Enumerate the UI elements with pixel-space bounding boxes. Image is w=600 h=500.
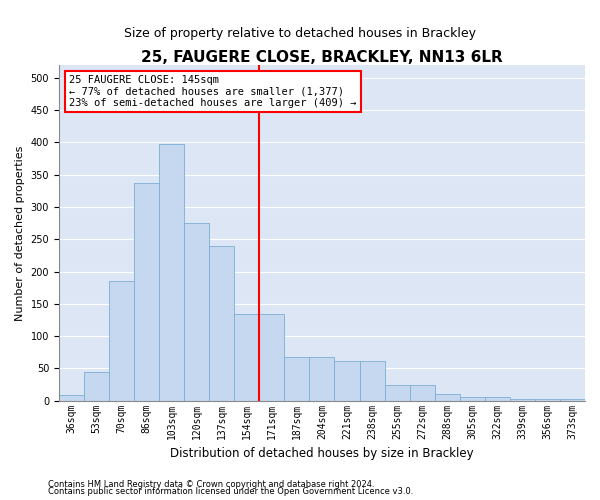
Bar <box>59 396 84 400</box>
Bar <box>485 398 510 400</box>
Bar <box>234 314 259 400</box>
Title: 25, FAUGERE CLOSE, BRACKLEY, NN13 6LR: 25, FAUGERE CLOSE, BRACKLEY, NN13 6LR <box>141 50 503 65</box>
Text: 25 FAUGERE CLOSE: 145sqm
← 77% of detached houses are smaller (1,377)
23% of sem: 25 FAUGERE CLOSE: 145sqm ← 77% of detach… <box>70 75 357 108</box>
Bar <box>385 384 410 400</box>
Bar <box>84 372 109 400</box>
Bar <box>310 356 334 401</box>
Bar <box>434 394 460 400</box>
Text: Contains public sector information licensed under the Open Government Licence v3: Contains public sector information licen… <box>48 488 413 496</box>
X-axis label: Distribution of detached houses by size in Brackley: Distribution of detached houses by size … <box>170 447 474 460</box>
Bar <box>334 360 359 401</box>
Text: Contains HM Land Registry data © Crown copyright and database right 2024.: Contains HM Land Registry data © Crown c… <box>48 480 374 489</box>
Bar <box>359 360 385 401</box>
Bar <box>184 223 209 400</box>
Bar <box>134 183 159 400</box>
Bar <box>460 398 485 400</box>
Bar <box>109 281 134 400</box>
Bar <box>259 314 284 400</box>
Bar <box>284 356 310 401</box>
Text: Size of property relative to detached houses in Brackley: Size of property relative to detached ho… <box>124 28 476 40</box>
Bar <box>209 246 234 400</box>
Bar <box>410 384 434 400</box>
Y-axis label: Number of detached properties: Number of detached properties <box>15 145 25 320</box>
Bar <box>159 144 184 400</box>
